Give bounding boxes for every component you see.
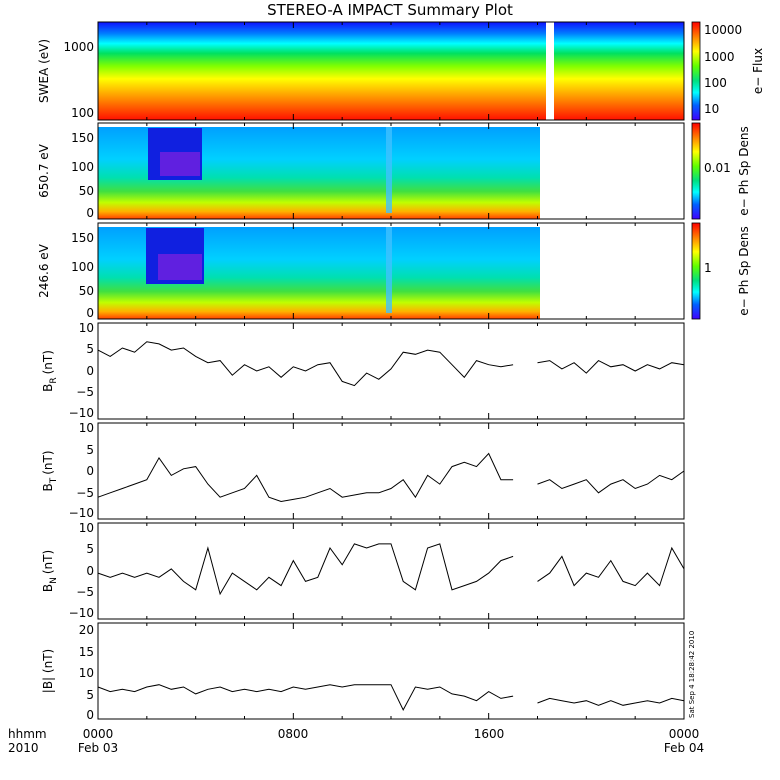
bt-ytick-5: 5 xyxy=(86,443,94,457)
x-tick-0800: 0800 xyxy=(278,727,309,741)
bt-series-line xyxy=(97,452,685,503)
x-tick-0000-start: 0000 xyxy=(83,727,114,741)
swea-cb-tick-10: 10 xyxy=(704,102,719,116)
bmag-ylabel: |B| (nT) xyxy=(41,649,55,693)
swea-spectrogram xyxy=(98,22,684,120)
bn-frame xyxy=(97,522,685,620)
x-tick-1600: 1600 xyxy=(474,727,505,741)
pad650-ytick-50: 50 xyxy=(79,184,94,198)
swea-ytick-1000: 1000 xyxy=(63,40,94,54)
pad650-ylabel: 650.7 eV xyxy=(37,143,51,198)
bt-ylabel-unit: (nT) xyxy=(41,450,55,474)
pad246-ytick-150: 150 xyxy=(71,231,94,245)
pad246-colorbar xyxy=(691,222,701,320)
swea-cb-tick-100: 100 xyxy=(704,76,727,90)
br-ylabel-sub: R xyxy=(49,377,59,383)
x-axis-hhmm-label: hhmm xyxy=(8,727,47,741)
br-ytick-m10: −10 xyxy=(69,406,94,420)
pad246-cb-tick: 1 xyxy=(704,261,712,275)
pad246-ytick-0: 0 xyxy=(86,306,94,320)
bmag-ytick-20: 20 xyxy=(79,623,94,637)
swea-colorbar xyxy=(691,21,701,121)
pad650-depletion-core xyxy=(160,152,200,176)
bn-ylabel-sub: N xyxy=(49,577,59,584)
br-ylabel-unit: (nT) xyxy=(41,350,55,374)
bn-ylabel-main: B xyxy=(41,584,55,592)
pad246-ylabel: 246.6 eV xyxy=(37,243,51,298)
pad650-cb-label: e− Ph Sp Dens xyxy=(737,126,751,215)
bmag-ytick-5: 5 xyxy=(86,688,94,702)
pad246-panel: 246.6 eV 150 100 50 0 1 e− Ph Sp Dens xyxy=(37,222,751,320)
tick-marks xyxy=(97,22,685,719)
bt-panel: BT (nT) 10 5 0 −5 −10 xyxy=(41,421,685,520)
swea-cb-label: e− Flux xyxy=(751,48,765,94)
bmag-ytick-10: 10 xyxy=(79,666,94,680)
bn-ytick-0: 0 xyxy=(86,564,94,578)
bn-ylabel: BN (nT) xyxy=(41,550,59,592)
bn-ytick-5: 5 xyxy=(86,542,94,556)
bt-ytick-m10: −10 xyxy=(69,506,94,520)
x-tick-feb03: Feb 03 xyxy=(78,741,118,755)
br-ytick-m5: −5 xyxy=(76,385,94,399)
bn-series-line xyxy=(97,543,685,596)
bt-ylabel: BT (nT) xyxy=(41,450,59,491)
x-axis: hhmm 2010 0000 Feb 03 0800 1600 0000 Feb… xyxy=(8,727,704,755)
bn-ytick-m10: −10 xyxy=(69,606,94,620)
pad650-ytick-0: 0 xyxy=(86,206,94,220)
timestamp-stamp: Sat Sep 4 18:28:42 2010 xyxy=(688,631,696,718)
swea-ylabel: SWEA (eV) xyxy=(37,39,51,103)
bmag-ytick-0: 0 xyxy=(86,708,94,722)
pad650-panel: 650.7 eV 150 100 50 0 0.01 e− Ph Sp Dens xyxy=(37,122,751,220)
bn-ylabel-unit: (nT) xyxy=(41,550,55,574)
x-axis-year-label: 2010 xyxy=(8,741,39,755)
pad650-ytick-150: 150 xyxy=(71,131,94,145)
pad246-ytick-100: 100 xyxy=(71,260,94,274)
pad650-ytick-100: 100 xyxy=(71,160,94,174)
br-ytick-5: 5 xyxy=(86,342,94,356)
bt-ylabel-main: B xyxy=(41,483,55,491)
bt-frame xyxy=(97,422,685,520)
br-ylabel: BR (nT) xyxy=(41,350,59,392)
bn-panel: BN (nT) 10 5 0 −5 −10 xyxy=(41,521,685,620)
swea-cb-tick-10000: 10000 xyxy=(704,23,742,37)
bn-ytick-m5: −5 xyxy=(76,585,94,599)
figure-title: STEREO-A IMPACT Summary Plot xyxy=(267,1,513,19)
bt-ytick-0: 0 xyxy=(86,464,94,478)
br-panel: BR (nT) 10 5 0 −5 −10 xyxy=(41,321,685,420)
bmag-series-line xyxy=(97,684,685,712)
pad650-streak-1 xyxy=(386,127,392,213)
swea-data-gap xyxy=(546,22,554,120)
br-frame xyxy=(97,322,685,420)
bmag-ytick-15: 15 xyxy=(79,645,94,659)
bt-ytick-m5: −5 xyxy=(76,486,94,500)
br-ytick-0: 0 xyxy=(86,364,94,378)
pad246-streak-1 xyxy=(386,227,392,313)
swea-cb-tick-1000: 1000 xyxy=(704,50,735,64)
x-tick-0000-end: 0000 xyxy=(669,727,700,741)
pad246-depletion-core xyxy=(158,254,202,280)
pad246-cb-label: e− Ph Sp Dens xyxy=(737,226,751,315)
swea-ytick-100: 100 xyxy=(71,106,94,120)
bt-ylabel-sub: T xyxy=(49,477,59,484)
bn-ytick-10: 10 xyxy=(79,521,94,535)
br-ylabel-main: B xyxy=(41,384,55,392)
x-tick-feb04: Feb 04 xyxy=(664,741,704,755)
br-series-line xyxy=(97,341,685,387)
pad650-cb-tick: 0.01 xyxy=(704,161,731,175)
br-ytick-10: 10 xyxy=(79,321,94,335)
bmag-panel: |B| (nT) 20 15 10 5 0 Sat Sep 4 18:28:42… xyxy=(41,622,696,722)
swea-panel: SWEA (eV) 1000 100 10000 1000 100 10 e− … xyxy=(37,21,765,121)
pad246-ytick-50: 50 xyxy=(79,284,94,298)
pad650-colorbar xyxy=(691,122,701,220)
bt-ytick-10: 10 xyxy=(79,421,94,435)
